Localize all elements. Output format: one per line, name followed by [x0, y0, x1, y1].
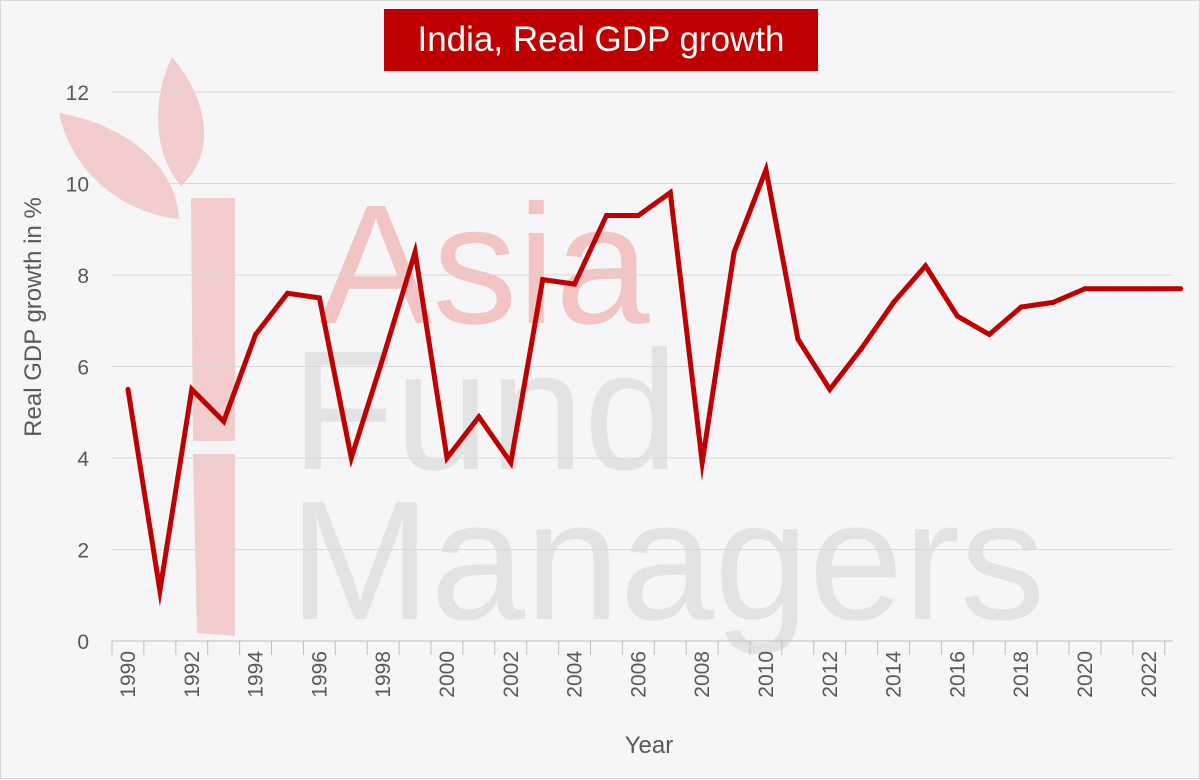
- x-tick-label: 2004: [564, 651, 587, 698]
- logo-stem-upper: [191, 198, 235, 441]
- x-tick-label: 2016: [946, 651, 969, 698]
- data-point: [348, 455, 354, 461]
- x-tick-label: 1994: [245, 651, 268, 698]
- series-layer: [125, 160, 1184, 607]
- data-point: [1114, 286, 1120, 292]
- x-axis-title: Year: [625, 732, 674, 759]
- data-point: [508, 460, 514, 466]
- y-axis-title: Real GDP growth in %: [20, 197, 47, 437]
- data-point: [1050, 299, 1056, 305]
- x-tick-label: 2020: [1074, 651, 1097, 698]
- asia-fund-managers-watermark-logo: Asia Fund Managers: [59, 57, 1045, 656]
- logo-leaf-left: [59, 113, 179, 219]
- chart-title-box: India, Real GDP growth: [384, 9, 818, 71]
- y-tick-label: 12: [66, 82, 89, 105]
- data-point: [221, 418, 227, 424]
- data-point: [986, 331, 992, 337]
- data-point: [1178, 286, 1184, 292]
- data-point: [444, 455, 450, 461]
- x-tick-label: 2008: [691, 651, 714, 698]
- data-point: [476, 414, 482, 420]
- x-tick-label: 2002: [500, 651, 523, 698]
- watermark-line-1: Asia: [319, 170, 650, 360]
- data-point: [667, 190, 673, 196]
- data-point: [699, 460, 705, 466]
- x-axis-ticks: 1990 1992 1994 1996 1998 2000 2002 2004 2006 2008…: [117, 651, 1161, 698]
- data-point: [189, 386, 195, 392]
- data-point: [635, 213, 641, 219]
- y-tick-label: 10: [66, 174, 89, 197]
- x-tick-label: 1998: [372, 651, 395, 698]
- data-point: [923, 263, 928, 269]
- x-tick-label: 2014: [883, 651, 906, 698]
- data-point: [125, 386, 131, 392]
- y-axis-ticks: 0 2 4 6 8 10 12: [66, 82, 90, 654]
- data-point: [859, 345, 865, 351]
- data-point: [763, 167, 769, 173]
- logo-leaf-top: [158, 57, 205, 186]
- data-point: [795, 336, 801, 342]
- x-tick-label: 2006: [627, 651, 650, 698]
- x-tick-label: 2012: [819, 651, 842, 698]
- data-point: [572, 281, 578, 287]
- data-point: [827, 386, 833, 392]
- data-point: [540, 277, 546, 283]
- x-tick-label: 2018: [1010, 651, 1033, 698]
- data-point: [316, 295, 322, 301]
- logo-stem-lower: [193, 454, 235, 636]
- data-point: [1082, 286, 1088, 292]
- data-point: [1018, 304, 1024, 310]
- watermark-line-3: Managers: [289, 466, 1045, 656]
- y-tick-label: 0: [77, 631, 89, 654]
- x-tick-label: 1996: [308, 651, 331, 698]
- x-tick-label: 1990: [117, 651, 140, 698]
- data-point: [954, 313, 960, 319]
- x-tick-label: 2022: [1138, 651, 1161, 698]
- watermark-line-2: Fund: [291, 316, 678, 506]
- y-tick-label: 4: [77, 448, 89, 471]
- data-point: [1146, 286, 1152, 292]
- data-point: [253, 331, 259, 337]
- data-point: [731, 249, 737, 255]
- chart-title: India, Real GDP growth: [417, 20, 785, 59]
- y-tick-label: 2: [77, 540, 89, 563]
- y-tick-label: 8: [77, 265, 89, 288]
- series-line-gdp-growth: [125, 160, 1181, 607]
- x-tick-label: 1992: [181, 651, 204, 698]
- x-tick-label: 2000: [436, 651, 459, 698]
- x-tick-label: 2010: [755, 651, 778, 698]
- y-tick-label: 6: [77, 357, 89, 380]
- data-point: [891, 299, 897, 305]
- data-point: [380, 354, 386, 360]
- data-point: [604, 213, 609, 219]
- gridlines: [111, 91, 1173, 655]
- data-point: [412, 249, 418, 255]
- data-point: [285, 290, 290, 296]
- data-point: [157, 588, 163, 594]
